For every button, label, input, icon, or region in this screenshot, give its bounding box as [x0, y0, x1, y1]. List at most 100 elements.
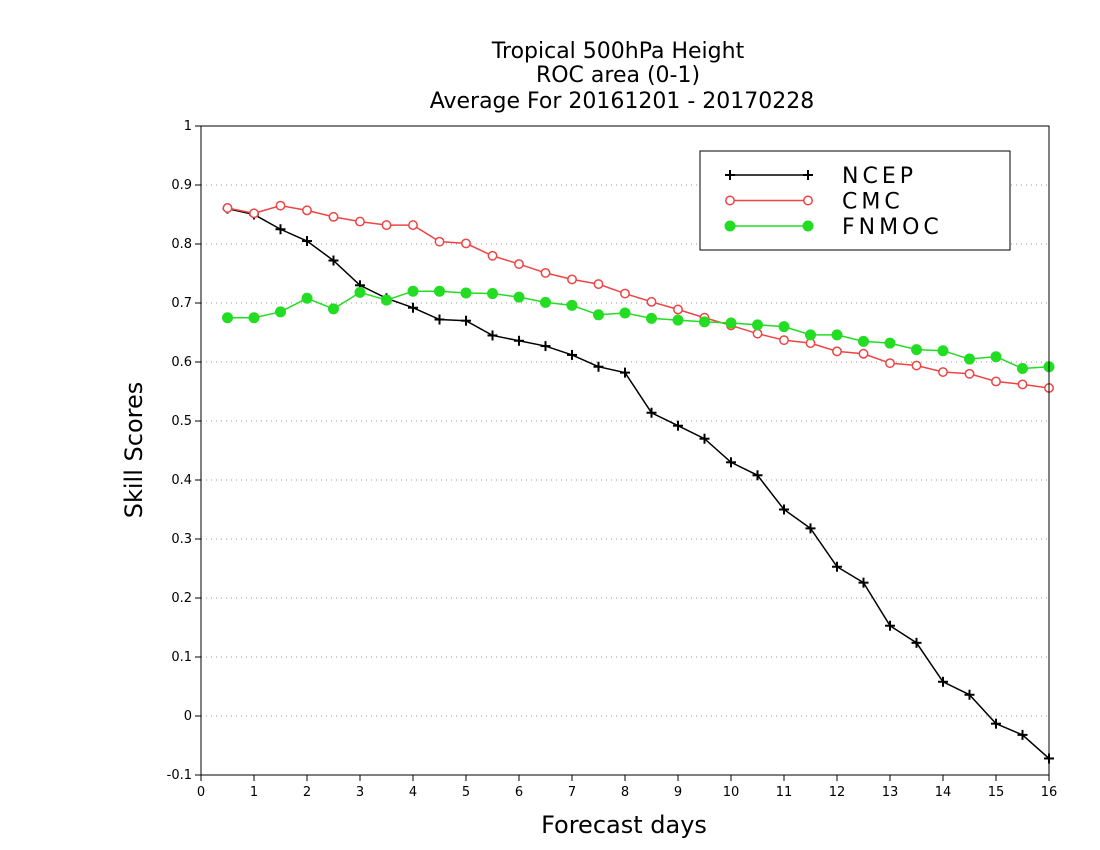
data-point-ncep [1017, 729, 1028, 740]
y-axis-label: Skill Scores [120, 382, 148, 519]
data-point-cmc [938, 367, 948, 377]
data-point-fnmoc [434, 285, 445, 297]
data-point-ncep [805, 523, 816, 534]
data-point-fnmoc [248, 312, 260, 324]
data-point-cmc [779, 335, 789, 346]
data-point-ncep [540, 341, 551, 352]
x-tick-label: 1 [250, 785, 258, 800]
legend-label-fnmoc: FNMOC [842, 215, 943, 240]
data-point-cmc [620, 288, 630, 299]
data-point-ncep [434, 314, 445, 325]
data-point-fnmoc [699, 316, 710, 328]
legend-label-cmc: CMC [842, 190, 904, 215]
data-point-fnmoc [725, 317, 737, 329]
series-fnmoc [222, 285, 1055, 374]
data-point-ncep [858, 577, 869, 588]
data-point-fnmoc [937, 345, 949, 357]
data-point-ncep [620, 367, 630, 378]
data-point-fnmoc [513, 291, 525, 303]
data-point-cmc [964, 368, 975, 379]
legend-marker-ncep [725, 170, 735, 180]
y-tick-label: 0.4 [171, 473, 192, 488]
data-point-cmc [673, 304, 683, 315]
x-tick-label: 0 [197, 785, 205, 800]
y-tick-label: 0.9 [171, 178, 192, 193]
data-point-ncep [646, 407, 657, 418]
data-point-ncep [991, 718, 1001, 729]
data-point-fnmoc [275, 306, 286, 318]
data-point-fnmoc [540, 296, 551, 308]
x-tick-label: 12 [829, 785, 846, 800]
chart-title-line-2: ROC area (0-1) [536, 63, 700, 88]
x-tick-label: 2 [303, 785, 311, 800]
data-point-ncep [885, 620, 895, 631]
data-point-fnmoc [752, 319, 763, 331]
legend-marker-fnmoc [802, 220, 814, 232]
data-point-ncep [567, 349, 577, 360]
data-point-cmc [355, 216, 365, 227]
data-point-cmc [275, 200, 286, 211]
data-series [222, 200, 1055, 764]
data-point-cmc [1017, 379, 1028, 390]
data-point-cmc [487, 250, 498, 261]
y-tick-label: 1 [184, 119, 192, 134]
data-point-fnmoc [222, 312, 233, 324]
data-point-ncep [911, 637, 922, 648]
data-point-fnmoc [487, 288, 498, 300]
data-point-cmc [593, 279, 604, 290]
legend-item-cmc: CMC [725, 190, 904, 215]
data-point-fnmoc [328, 303, 339, 315]
y-tick-label: 0.6 [171, 355, 192, 370]
data-point-ncep [461, 315, 471, 326]
data-point-cmc [381, 220, 392, 231]
data-point-cmc [408, 220, 418, 231]
data-point-cmc [567, 274, 577, 285]
x-tick-label: 3 [356, 785, 364, 800]
data-point-cmc [540, 267, 551, 278]
y-tick-label: 0.7 [171, 296, 192, 311]
x-tick-label: 8 [621, 785, 629, 800]
x-tick-label: 4 [409, 785, 417, 800]
x-axis-ticks: 0 1 2 3 4 5 6 7 8 9 10 11 12 13 14 15 16 [197, 775, 1057, 800]
data-point-fnmoc [884, 337, 896, 349]
data-point-fnmoc [858, 335, 869, 347]
data-point-fnmoc [1017, 362, 1028, 374]
data-point-fnmoc [460, 287, 472, 299]
data-point-ncep [408, 302, 418, 313]
x-tick-label: 6 [515, 785, 523, 800]
legend-label-ncep: NCEP [842, 164, 917, 189]
x-axis-label: Forecast days [541, 811, 707, 839]
data-point-fnmoc [646, 312, 657, 324]
x-tick-label: 16 [1041, 785, 1058, 800]
data-point-fnmoc [566, 299, 578, 311]
y-tick-label: -0.1 [167, 768, 192, 783]
data-point-cmc [991, 376, 1001, 387]
data-point-fnmoc [354, 286, 366, 298]
legend-marker-fnmoc [724, 220, 736, 232]
data-point-cmc [461, 238, 471, 249]
x-tick-label: 14 [935, 785, 952, 800]
data-point-fnmoc [407, 285, 419, 297]
data-point-cmc [328, 211, 339, 222]
data-point-fnmoc [831, 329, 843, 341]
data-point-fnmoc [964, 353, 975, 365]
data-point-ncep [779, 504, 789, 515]
data-point-cmc [249, 208, 259, 219]
series-line-ncep [227, 207, 1050, 760]
data-point-ncep [593, 361, 604, 372]
data-point-cmc [858, 348, 869, 359]
x-tick-label: 13 [882, 785, 899, 800]
data-point-ncep [699, 433, 710, 444]
y-tick-label: 0.2 [171, 591, 192, 606]
data-point-fnmoc [301, 292, 313, 304]
data-point-ncep [328, 255, 339, 266]
data-point-fnmoc [805, 329, 816, 341]
data-point-ncep [752, 470, 763, 481]
y-tick-label: 0.1 [171, 650, 192, 665]
data-point-fnmoc [381, 294, 392, 306]
x-tick-label: 9 [674, 785, 682, 800]
data-point-ncep [487, 330, 498, 341]
